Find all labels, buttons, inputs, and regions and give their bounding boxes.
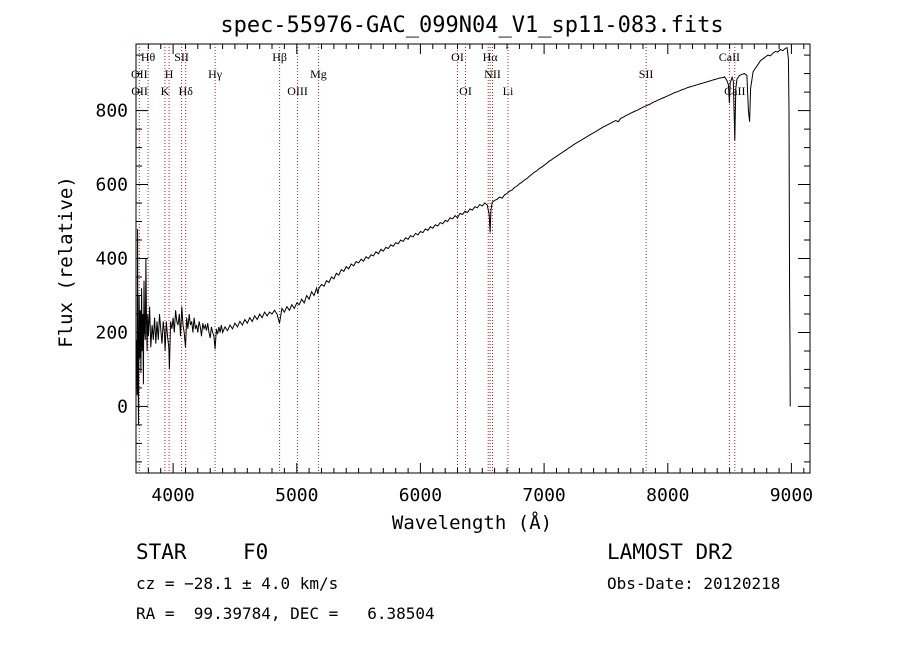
x-axis-label: Wavelength (Å)	[392, 511, 552, 534]
spectrum-series	[136, 46, 791, 425]
line-label: Mg	[310, 67, 327, 81]
line-label: OI	[451, 50, 464, 64]
spectral-line-markers	[138, 44, 736, 473]
line-label: Hβ	[272, 50, 287, 64]
line-label: OI	[459, 84, 472, 98]
ra-dec-coordinates: RA = 99.39784, DEC = 6.38504	[136, 604, 435, 623]
x-tick-label: 6000	[399, 485, 442, 506]
y-axis-label: Flux (relative)	[55, 176, 77, 348]
line-label: H	[165, 67, 174, 81]
x-tick-label: 7000	[522, 485, 565, 506]
y-tick-label: 600	[95, 175, 128, 196]
series-line	[136, 46, 791, 425]
line-label: K	[161, 84, 170, 98]
x-tick-label: 8000	[646, 485, 689, 506]
line-label: CaII	[719, 50, 740, 64]
x-tick-label: 5000	[275, 485, 318, 506]
x-tick-label: 9000	[770, 485, 813, 506]
survey-name: LAMOST DR2	[607, 540, 734, 564]
object-class: STAR	[136, 540, 187, 564]
x-tick-label: 4000	[151, 485, 194, 506]
line-label: Hθ	[141, 50, 156, 64]
line-label: NII	[484, 67, 501, 81]
object-subclass: F0	[243, 540, 269, 564]
line-label: OII	[131, 84, 148, 98]
chart-title: spec-55976-GAC_099N04_V1_sp11-083.fits	[220, 13, 723, 38]
y-tick-label: 200	[95, 323, 128, 344]
observation-date: Obs-Date: 20120218	[607, 574, 781, 593]
line-label: SII	[639, 67, 654, 81]
line-label: SII	[174, 50, 189, 64]
x-axis-ticks: 4000 5000 6000 7000 8000 9000	[147, 44, 813, 506]
line-label: Hγ	[208, 67, 223, 81]
redshift-velocity: cz = −28.1 ± 4.0 km/s	[136, 574, 339, 593]
y-tick-label: 800	[95, 101, 128, 122]
line-label: CaII	[724, 84, 745, 98]
line-label: OIII	[287, 84, 308, 98]
y-axis-ticks: 0 200 400 600 800	[95, 54, 810, 463]
line-label: Hδ	[179, 84, 194, 98]
plot-frame	[135, 43, 811, 474]
line-label: Hα	[483, 50, 499, 64]
y-tick-label: 400	[95, 249, 128, 270]
y-tick-label: 0	[117, 396, 128, 417]
line-label: Li	[503, 84, 514, 98]
